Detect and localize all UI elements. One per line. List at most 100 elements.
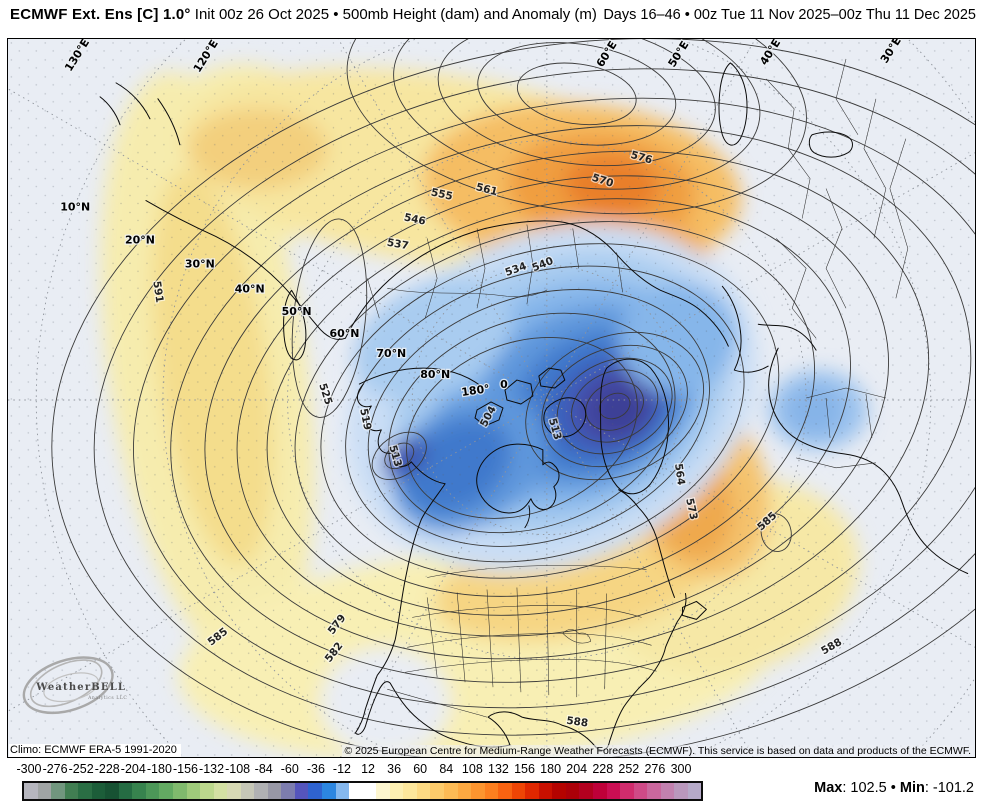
longitude-label: 0: [500, 378, 508, 391]
logo-swirl-icon: [22, 656, 114, 715]
colorbar-tick: -84: [254, 762, 273, 776]
colorbar-segment: [389, 783, 404, 799]
colorbar-segment: [362, 783, 377, 799]
colorbar-segment: [633, 783, 648, 799]
colorbar-tick: 132: [488, 762, 509, 776]
logo-swirl-icon: [29, 659, 103, 708]
colorbar-tick: -180: [146, 762, 172, 776]
colorbar-segment: [376, 783, 390, 799]
colorbar-tick: 60: [413, 762, 428, 776]
colorbar-segment: [51, 783, 65, 799]
contour-value-label: 573: [683, 497, 699, 521]
colorbar-segment: [24, 783, 38, 799]
contour-value-label: 564: [672, 463, 687, 486]
colorbar-segment: [403, 783, 417, 799]
colorbar-tick: -276: [42, 762, 68, 776]
contour-value-label: 588: [566, 715, 589, 730]
colorbar-segment: [335, 783, 350, 799]
colorbar-ticks: -300 -276 -252 -228 -204 -180 -156 -132 -108 -84-…: [16, 762, 699, 778]
latitude-label: 50°N: [282, 305, 312, 318]
logo-name: WeatherBELL: [35, 682, 126, 693]
colorbar-segment: [37, 783, 52, 799]
latitude-labels-group: 10°N 20°N 30°N 40°N 50°N 60°N 70°N 80°N: [59, 199, 451, 382]
colorbar-tick: 180: [540, 762, 562, 776]
colorbar-segment: [620, 783, 634, 799]
colorbar-tick: 84: [439, 762, 454, 776]
map-frame: 10°N 20°N 30°N 40°N 50°N 60°N 70°N 80°N 130°E 12…: [7, 38, 976, 758]
colorbar-segment: [267, 783, 282, 799]
colorbar-segment: [552, 783, 566, 799]
colorbar-tick: -300: [16, 762, 42, 776]
colorbar-segment: [294, 783, 309, 799]
min-label: Min: [899, 780, 925, 796]
latitude-label: 10°N: [60, 201, 90, 214]
colorbar-segment: [579, 783, 593, 799]
political-borders-layer: [367, 58, 909, 718]
latitude-label: 20°N: [125, 233, 155, 246]
colorbar-segment: [498, 783, 512, 799]
climo-attribution: Climo: ECMWF ERA-5 1991-2020: [9, 744, 181, 757]
colorbar-segment: [200, 783, 214, 799]
page-title: ECMWF Ext. Ens [C] 1.0° Init 00z 26 Oct …: [10, 6, 597, 23]
contour-value-label: 546: [403, 211, 427, 227]
colorbar-tick: -132: [199, 762, 225, 776]
latitude-label: 70°N: [376, 347, 406, 360]
colorbar-segment: [349, 783, 363, 799]
colorbar-tick: -156: [172, 762, 198, 776]
colorbar-segment: [227, 783, 241, 799]
colorbar-segment: [592, 783, 607, 799]
max-value: : 102.5: [842, 780, 887, 796]
weatherbell-logo: WeatherBELL Analytics LLC: [22, 656, 127, 715]
colorbar-segment: [105, 783, 119, 799]
colorbar-segment: [471, 783, 485, 799]
colorbar-segment: [674, 783, 688, 799]
title-init: Init 00z 26 Oct 2025 • 500mb Height (dam…: [190, 6, 597, 23]
title-model: ECMWF Ext. Ens [C] 1.0°: [10, 6, 191, 23]
colorbar-tick: 36: [387, 762, 402, 776]
colorbar-tick: 156: [514, 762, 535, 776]
colorbar-segment: [322, 783, 336, 799]
colorbar-segment: [647, 783, 661, 799]
colorbar-tick: 300: [670, 762, 692, 776]
colorbar-tick: -252: [68, 762, 94, 776]
colorbar-segment: [91, 783, 106, 799]
colorbar-tick: -60: [280, 762, 299, 776]
colorbar-segment: [687, 783, 702, 799]
colorbar-segment: [118, 783, 133, 799]
colorbar-tick: 276: [644, 762, 666, 776]
colorbar-segment: [525, 783, 539, 799]
colorbar-tick: 204: [566, 762, 588, 776]
colorbar-tick: -12: [332, 762, 351, 776]
colorbar-segment: [213, 783, 228, 799]
min-value: : -101.2: [924, 780, 974, 796]
map-svg: 10°N20°N30°N40°N50°N60°N70°N80°N 130°E 12…: [8, 39, 975, 757]
contour-value-label: 555: [430, 186, 454, 202]
colorbar-segment: [606, 783, 621, 799]
contour-value-label: 537: [386, 237, 410, 253]
colorbar-segment: [254, 783, 268, 799]
colorbar-segment: [145, 783, 160, 799]
colorbar-segment: [430, 783, 444, 799]
contour-value-label: 591: [150, 280, 165, 303]
colorbar-segment: [660, 783, 675, 799]
colorbar-segment: [443, 783, 458, 799]
logo-swirl-icon: [43, 672, 100, 703]
colorbar-segment: [132, 783, 146, 799]
colorbar-segment: [159, 783, 174, 799]
colorbar-segment: [511, 783, 526, 799]
coastline-layer: [99, 62, 969, 751]
colorbar-segment: [186, 783, 201, 799]
colorbar-segment: [457, 783, 472, 799]
title-bar: ECMWF Ext. Ens [C] 1.0° Init 00z 26 Oct …: [0, 0, 984, 30]
logo-subtitle: Analytics LLC: [87, 695, 127, 701]
copyright-attribution: © 2025 European Centre for Medium-Range …: [342, 745, 973, 757]
title-valid-range: Days 16–46 • 00z Tue 11 Nov 2025–00z Thu…: [603, 7, 976, 23]
colorbar-segment: [416, 783, 431, 799]
colorbar-tick: -108: [225, 762, 251, 776]
colorbar-segment: [281, 783, 295, 799]
latitude-label: 60°N: [329, 327, 359, 340]
colorbar-segment: [240, 783, 255, 799]
colorbar-tick: -228: [94, 762, 120, 776]
longitude-label: 180°: [461, 382, 491, 399]
